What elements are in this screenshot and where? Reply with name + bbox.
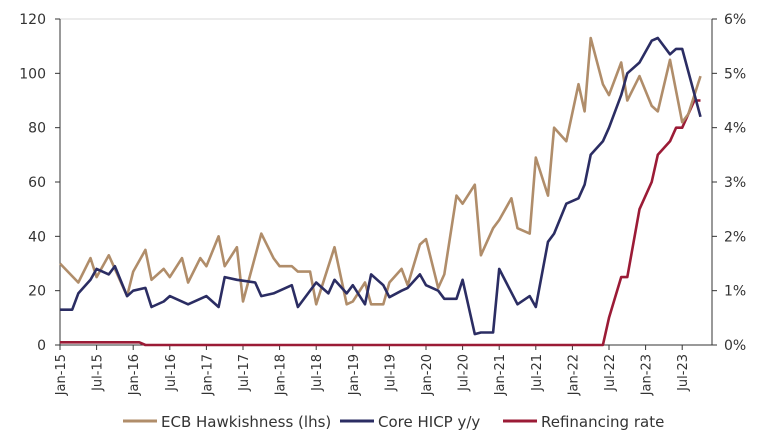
- x-tick-label: Jul-23: [676, 354, 691, 392]
- legend-label: Refinancing rate: [541, 413, 664, 431]
- left-tick-label: 80: [28, 121, 46, 137]
- series-line-refinancing-rate: [60, 99, 701, 347]
- series-line-core-hicp-y-y: [60, 36, 702, 336]
- x-tick-label: Jan-21: [493, 354, 508, 396]
- right-tick-label: 4%: [724, 121, 746, 137]
- x-tick-label: Jan-20: [420, 354, 435, 396]
- x-tick-label: Jan-16: [127, 354, 142, 396]
- right-tick-label: 3%: [724, 175, 746, 191]
- right-tick-label: 6%: [724, 12, 746, 28]
- legend: ECB Hawkishness (lhs) Core HICP y/y Refina…: [123, 413, 664, 431]
- left-tick-label: 120: [19, 12, 46, 28]
- x-tick-label: Jan-15: [54, 354, 69, 396]
- left-tick-label: 0: [37, 338, 46, 354]
- x-tick-label: Jan-23: [640, 354, 655, 396]
- x-tick-label: Jul-17: [237, 354, 252, 392]
- series-line-ecb-hawkishness-lhs: [59, 36, 702, 306]
- x-tick-label: Jul-16: [164, 354, 179, 392]
- x-tick-label: Jul-22: [603, 354, 618, 392]
- x-tick-label: Jul-15: [91, 354, 106, 392]
- x-tick-label: Jan-17: [200, 354, 215, 396]
- left-tick-label: 20: [28, 284, 46, 300]
- x-tick-label: Jul-21: [530, 354, 545, 392]
- left-tick-label: 60: [28, 175, 46, 191]
- x-tick-label: Jan-18: [274, 354, 289, 396]
- legend-label: ECB Hawkishness (lhs): [161, 413, 331, 431]
- x-tick-label: Jul-20: [457, 354, 472, 392]
- left-tick-label: 100: [19, 66, 46, 82]
- x-tick-label: Jan-22: [566, 354, 581, 396]
- right-tick-label: 0%: [724, 338, 746, 354]
- x-tick-label: Jul-19: [383, 354, 398, 392]
- x-tick-label: Jul-18: [310, 354, 325, 392]
- right-tick-label: 5%: [724, 66, 746, 82]
- right-tick-label: 1%: [724, 284, 746, 300]
- right-tick-label: 2%: [724, 229, 746, 245]
- legend-label: Core HICP y/y: [378, 413, 480, 431]
- left-tick-label: 40: [28, 229, 46, 245]
- x-tick-label: Jan-19: [347, 354, 362, 396]
